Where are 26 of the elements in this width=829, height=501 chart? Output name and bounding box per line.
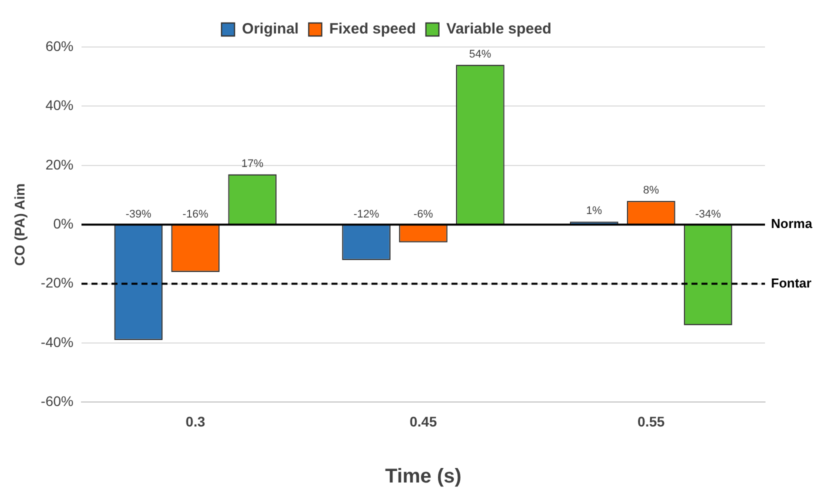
legend-label: Fixed speed — [329, 20, 416, 38]
data-label: -6% — [413, 208, 434, 221]
y-tick-label: 20% — [45, 156, 74, 172]
data-label: 54% — [469, 48, 492, 60]
ref-line-label: Norma — [771, 216, 813, 232]
x-axis-title: Time (s) — [385, 466, 462, 488]
ref-line-label: Fontar — [771, 275, 812, 290]
data-label: 1% — [586, 205, 602, 218]
y-tick-label: 60% — [45, 38, 74, 54]
data-label: 17% — [241, 158, 264, 170]
data-label: -12% — [353, 208, 380, 221]
y-tick-label: -40% — [40, 334, 74, 350]
data-label: 8% — [643, 184, 660, 196]
x-tick-label: 0.55 — [637, 413, 665, 430]
y-tick-label: -20% — [40, 274, 74, 291]
y-tick-label: 40% — [45, 97, 74, 114]
x-tick-label: 0.3 — [186, 413, 206, 430]
y-tick-label: 0% — [53, 215, 74, 232]
data-label: -16% — [182, 208, 208, 221]
legend-label: Original — [242, 20, 299, 38]
data-label: -39% — [126, 208, 152, 221]
y-axis-title: CO (PA) Aim — [11, 183, 28, 266]
y-tick-label: -60% — [40, 393, 74, 410]
x-tick-label: 0.45 — [410, 413, 438, 430]
legend-label: Variable speed — [446, 20, 552, 38]
data-label: -34% — [695, 208, 722, 221]
